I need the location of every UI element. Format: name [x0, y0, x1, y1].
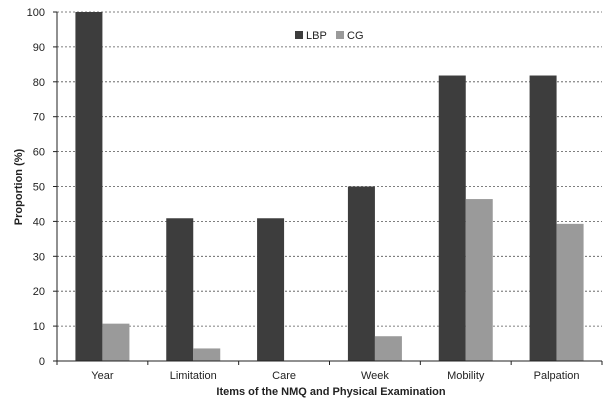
legend: LBP CG	[295, 30, 364, 42]
x-tick-label: Palpation	[534, 370, 580, 382]
y-tick-labels: 0 10 20 30 40 50 60 70 80 90 100	[27, 7, 45, 368]
legend-swatch-cg	[336, 31, 344, 39]
bar-cg-week	[374, 336, 402, 361]
bar-cg-palpation	[556, 223, 584, 361]
legend-label-lbp: LBP	[306, 30, 327, 42]
x-tick-label: Care	[272, 370, 296, 382]
y-tick-label: 80	[33, 77, 45, 89]
y-tick-label: 100	[27, 7, 45, 19]
x-tick-label: Mobility	[447, 370, 485, 382]
x-tick-label: Year	[91, 370, 114, 382]
y-tick-label: 10	[33, 321, 45, 333]
y-tick-label: 60	[33, 147, 45, 159]
x-tick-label: Week	[361, 370, 389, 382]
legend-swatch-lbp	[295, 31, 303, 39]
bar-lbp-year	[75, 12, 103, 361]
bar-lbp-week	[347, 186, 375, 361]
y-tick-label: 0	[39, 356, 45, 368]
bar-lbp-mobility	[438, 75, 466, 361]
bar-cg-mobility	[465, 199, 493, 361]
bar-cg-year	[102, 323, 130, 361]
bar-lbp-limitation	[166, 218, 194, 361]
gridlines	[57, 11, 602, 327]
bar-cg-limitation	[193, 348, 221, 361]
y-tick-label: 70	[33, 112, 45, 124]
y-tick-label: 40	[33, 216, 45, 228]
bars	[75, 12, 584, 361]
y-tick-label: 30	[33, 251, 45, 263]
x-axis-title: Items of the NMQ and Physical Examinatio…	[216, 386, 445, 398]
bar-lbp-palpation	[529, 75, 557, 361]
x-tick-labels: Year Limitation Care Week Mobility Palpation	[91, 370, 579, 382]
y-tick-label: 90	[33, 42, 45, 54]
axes	[53, 11, 603, 365]
legend-label-cg: CG	[347, 30, 364, 42]
y-tick-label: 50	[33, 182, 45, 194]
y-tick-label: 20	[33, 286, 45, 298]
bar-lbp-care	[257, 218, 285, 361]
y-axis-title: Proportion (%)	[13, 148, 25, 225]
x-tick-label: Limitation	[170, 370, 217, 382]
